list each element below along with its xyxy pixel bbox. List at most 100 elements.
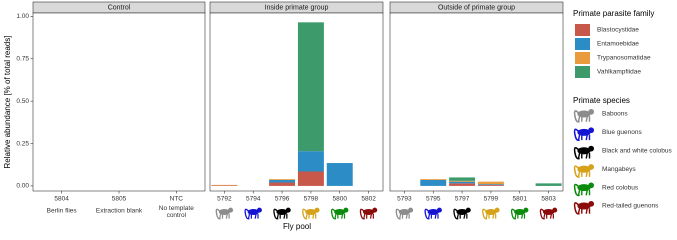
icon-leg xyxy=(341,213,344,219)
x-tick-label: 5795 xyxy=(426,196,441,203)
icon-leg xyxy=(577,171,581,178)
species-label: Red colobus xyxy=(602,184,639,191)
icon-tail xyxy=(573,183,580,197)
bar-segment xyxy=(477,184,504,186)
legend-title: Primate parasite family xyxy=(573,9,654,18)
icon-head xyxy=(523,207,529,213)
bar-segment xyxy=(477,181,504,185)
icon-head xyxy=(588,200,595,207)
species-icon xyxy=(330,207,349,220)
x-tick-label: 5803 xyxy=(541,196,556,203)
icon-tail xyxy=(302,208,308,220)
icon-body xyxy=(577,184,591,192)
bar-segment xyxy=(297,171,324,186)
x-tick-label: 5792 xyxy=(217,196,232,203)
bar-segment xyxy=(449,177,476,181)
icon-body xyxy=(398,208,411,216)
species-icon xyxy=(573,200,595,215)
icon-leg xyxy=(369,213,373,219)
icon-head xyxy=(552,207,558,213)
legend-label: Vahlkampfiidae xyxy=(597,69,641,76)
icon-body xyxy=(456,208,468,216)
icon-leg xyxy=(549,213,553,219)
strip-label: Outside of primate group xyxy=(438,4,515,11)
species-icon xyxy=(573,182,595,197)
x-tick-label: 5802 xyxy=(361,196,376,203)
x-tick-label: 5794 xyxy=(246,196,261,203)
icon-leg xyxy=(305,213,308,219)
icon-head xyxy=(588,145,595,152)
icon-leg xyxy=(463,213,466,219)
icon-head xyxy=(494,207,500,213)
x-tick-label: 5793 xyxy=(397,196,412,203)
panel xyxy=(389,12,564,192)
species-icon xyxy=(273,207,291,220)
species-icon xyxy=(573,164,595,178)
icon-head xyxy=(436,207,442,213)
species-icon xyxy=(359,207,378,220)
icon-leg xyxy=(521,213,524,219)
icon-leg xyxy=(577,208,581,214)
x-axis-label: Fly pool xyxy=(283,222,311,231)
species-label: Red-tailed guenons xyxy=(602,203,659,210)
icon-leg xyxy=(434,213,437,219)
icon-body xyxy=(577,202,591,210)
icon-body xyxy=(247,208,259,216)
bar-segment xyxy=(269,182,296,186)
legend-swatch xyxy=(575,24,590,36)
icon-tail xyxy=(395,208,401,220)
bar-segment xyxy=(477,185,504,186)
icon-leg xyxy=(363,213,366,219)
icon-tail xyxy=(539,208,545,220)
icon-head xyxy=(465,207,471,213)
icon-tail xyxy=(510,208,517,220)
icon-tail xyxy=(573,128,580,142)
icon-head xyxy=(588,182,595,189)
icon-body xyxy=(577,147,591,155)
x-tick-label: 5798 xyxy=(304,196,319,203)
species-icon xyxy=(424,207,442,220)
strip-label: Control xyxy=(108,4,131,11)
x-tick-label: 5796 xyxy=(275,196,290,203)
y-tick-label: 0.00 xyxy=(16,183,29,190)
species-icon xyxy=(573,145,595,160)
bar-segment xyxy=(420,179,447,180)
legend-label: Blastocystidae xyxy=(597,27,639,34)
icon-leg xyxy=(427,213,431,219)
icon-leg xyxy=(577,152,581,159)
icon-leg xyxy=(543,213,546,219)
icon-leg xyxy=(312,213,315,219)
bar-segment xyxy=(211,185,238,186)
x-tick-label: 5799 xyxy=(484,196,499,203)
icon-head xyxy=(588,127,595,134)
y-tick-label: 0.50 xyxy=(16,98,29,105)
species-icon xyxy=(453,207,471,220)
species-icon xyxy=(215,207,234,220)
icon-leg xyxy=(219,213,222,219)
icon-tail xyxy=(273,208,279,220)
icon-tail xyxy=(330,208,337,220)
bar-segment xyxy=(449,183,476,186)
icon-leg xyxy=(585,189,589,196)
icon-leg xyxy=(456,213,459,219)
icon-tail xyxy=(573,165,580,178)
icon-leg xyxy=(492,213,495,219)
icon-leg xyxy=(585,171,589,178)
category-label: Berlin flies xyxy=(47,208,78,215)
species-label: Baboons xyxy=(602,111,628,118)
icon-body xyxy=(514,208,526,216)
icon-tail xyxy=(244,208,250,220)
icon-leg xyxy=(577,189,581,196)
icon-tail xyxy=(215,208,221,220)
icon-tail xyxy=(453,208,459,220)
species-icon xyxy=(573,108,595,123)
y-tick-label: 0.75 xyxy=(16,55,29,62)
bar-segment xyxy=(420,179,447,186)
icon-leg xyxy=(585,152,589,159)
icon-tail xyxy=(573,202,580,215)
category-label-line: No template xyxy=(159,205,194,212)
species-icon xyxy=(244,207,262,220)
icon-head xyxy=(588,164,595,170)
icon-leg xyxy=(399,213,402,219)
species-label: Mangabeys xyxy=(602,166,636,173)
